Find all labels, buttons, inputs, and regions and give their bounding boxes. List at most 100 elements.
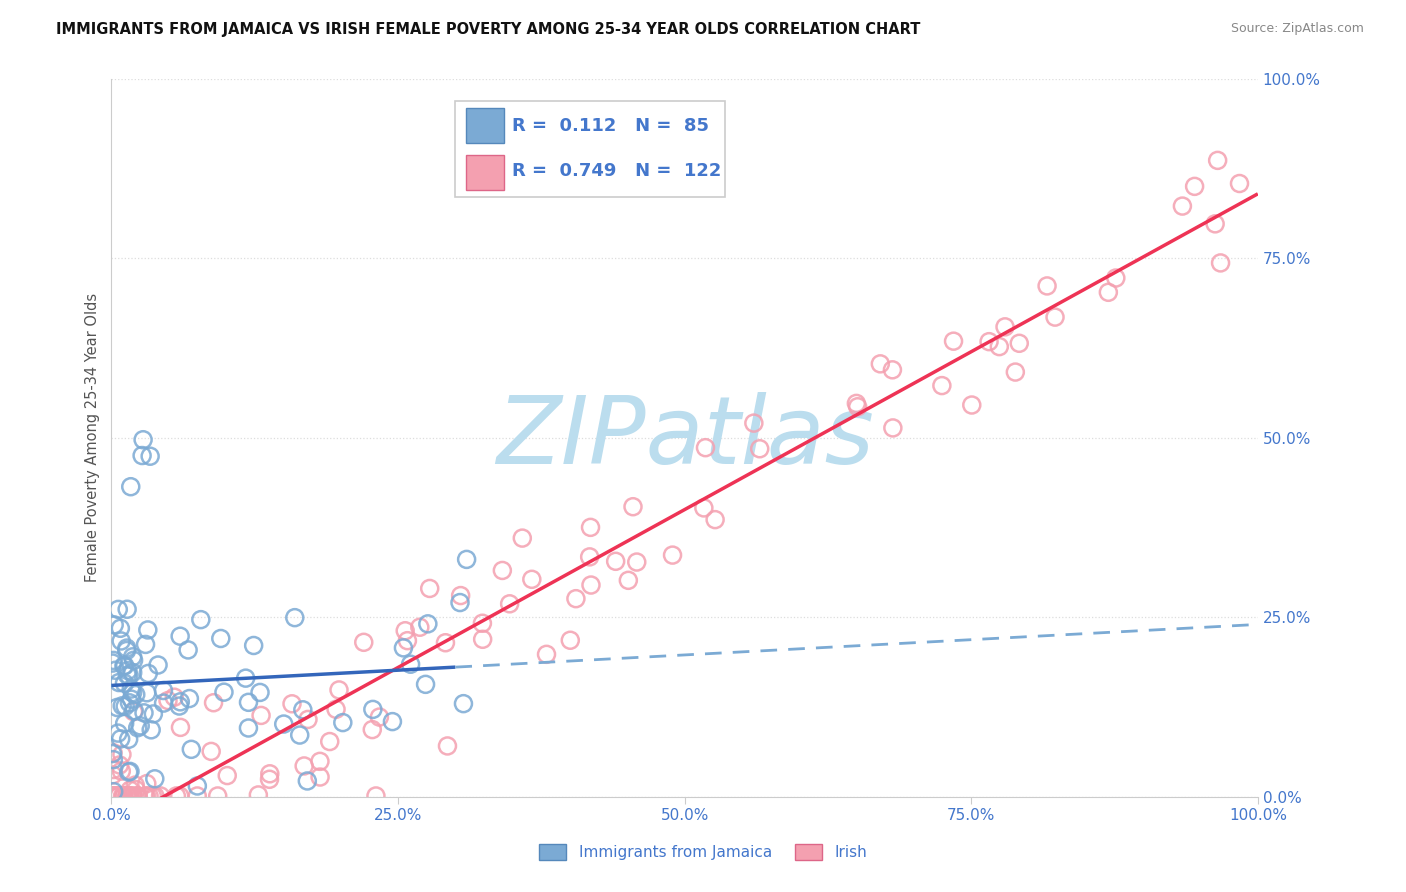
Point: [139, 449, 162, 463]
Point: [103, 789, 125, 803]
Point: [118, 764, 141, 779]
Point: [1206, 153, 1229, 168]
Point: [127, 789, 149, 803]
Point: [845, 396, 868, 410]
Point: [394, 624, 416, 638]
Point: [994, 319, 1017, 334]
Point: [419, 582, 441, 596]
Point: [138, 789, 160, 803]
Point: [748, 442, 770, 456]
Point: [453, 697, 475, 711]
Point: [259, 772, 281, 787]
Point: [273, 717, 295, 731]
Point: [1008, 336, 1031, 351]
Point: [1184, 179, 1206, 194]
Point: [882, 363, 904, 377]
Point: [146, 658, 169, 673]
Point: [988, 340, 1011, 354]
Point: [132, 433, 155, 447]
Point: [135, 789, 157, 803]
Text: ZIPatlas: ZIPatlas: [496, 392, 873, 483]
Point: [332, 715, 354, 730]
Point: [135, 637, 157, 651]
Point: [118, 696, 141, 710]
Point: [104, 789, 127, 803]
Point: [115, 643, 138, 657]
Point: [103, 653, 125, 667]
Point: [368, 710, 391, 724]
Point: [704, 513, 727, 527]
Point: [361, 723, 384, 737]
Point: [409, 620, 432, 634]
Point: [1209, 256, 1232, 270]
Legend: Immigrants from Jamaica, Irish: Immigrants from Jamaica, Irish: [533, 838, 873, 866]
Point: [217, 768, 239, 782]
Point: [121, 789, 143, 803]
Point: [121, 686, 143, 700]
Point: [114, 676, 136, 690]
Point: [931, 378, 953, 392]
Point: [742, 416, 765, 430]
Point: [122, 653, 145, 667]
Point: [212, 685, 235, 699]
Point: [536, 648, 558, 662]
Point: [108, 789, 131, 803]
Point: [135, 776, 157, 790]
Point: [118, 732, 141, 747]
Point: [186, 779, 208, 793]
Point: [152, 683, 174, 698]
Point: [120, 681, 142, 696]
Point: [142, 706, 165, 721]
Point: [1229, 177, 1251, 191]
Point: [626, 555, 648, 569]
Point: [108, 758, 131, 772]
Point: [416, 616, 439, 631]
Point: [117, 668, 139, 682]
Point: [111, 698, 134, 713]
Point: [291, 703, 314, 717]
Point: [179, 691, 201, 706]
Point: [449, 596, 471, 610]
Point: [560, 633, 582, 648]
Point: [471, 616, 494, 631]
Point: [104, 789, 127, 803]
Point: [169, 629, 191, 643]
Point: [103, 789, 125, 803]
Point: [579, 578, 602, 592]
Point: [169, 699, 191, 714]
Y-axis label: Female Poverty Among 25-34 Year Olds: Female Poverty Among 25-34 Year Olds: [86, 293, 100, 582]
Point: [107, 726, 129, 740]
Point: [202, 696, 225, 710]
Point: [200, 744, 222, 758]
Point: [103, 618, 125, 632]
Point: [108, 675, 131, 690]
Point: [169, 720, 191, 734]
Point: [259, 766, 281, 780]
Point: [125, 782, 148, 797]
Point: [396, 633, 419, 648]
Point: [132, 706, 155, 720]
Point: [177, 643, 200, 657]
Point: [399, 657, 422, 672]
Point: [127, 721, 149, 735]
Point: [169, 695, 191, 709]
Point: [127, 789, 149, 803]
Point: [361, 702, 384, 716]
Point: [149, 789, 172, 803]
Point: [127, 789, 149, 803]
Point: [115, 602, 138, 616]
Point: [103, 785, 125, 799]
Point: [104, 663, 127, 677]
Text: Source: ZipAtlas.com: Source: ZipAtlas.com: [1230, 22, 1364, 36]
Point: [101, 746, 124, 760]
Point: [115, 789, 138, 803]
Point: [110, 764, 132, 778]
Point: [121, 649, 143, 664]
Point: [101, 768, 124, 782]
Point: [288, 728, 311, 742]
Point: [122, 704, 145, 718]
Point: [115, 789, 138, 803]
Point: [328, 682, 350, 697]
Point: [112, 789, 135, 803]
Point: [1043, 310, 1066, 325]
